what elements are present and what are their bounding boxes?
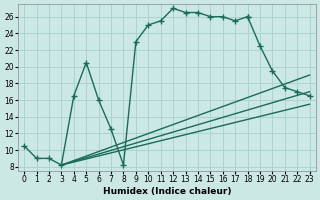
X-axis label: Humidex (Indice chaleur): Humidex (Indice chaleur) — [103, 187, 231, 196]
